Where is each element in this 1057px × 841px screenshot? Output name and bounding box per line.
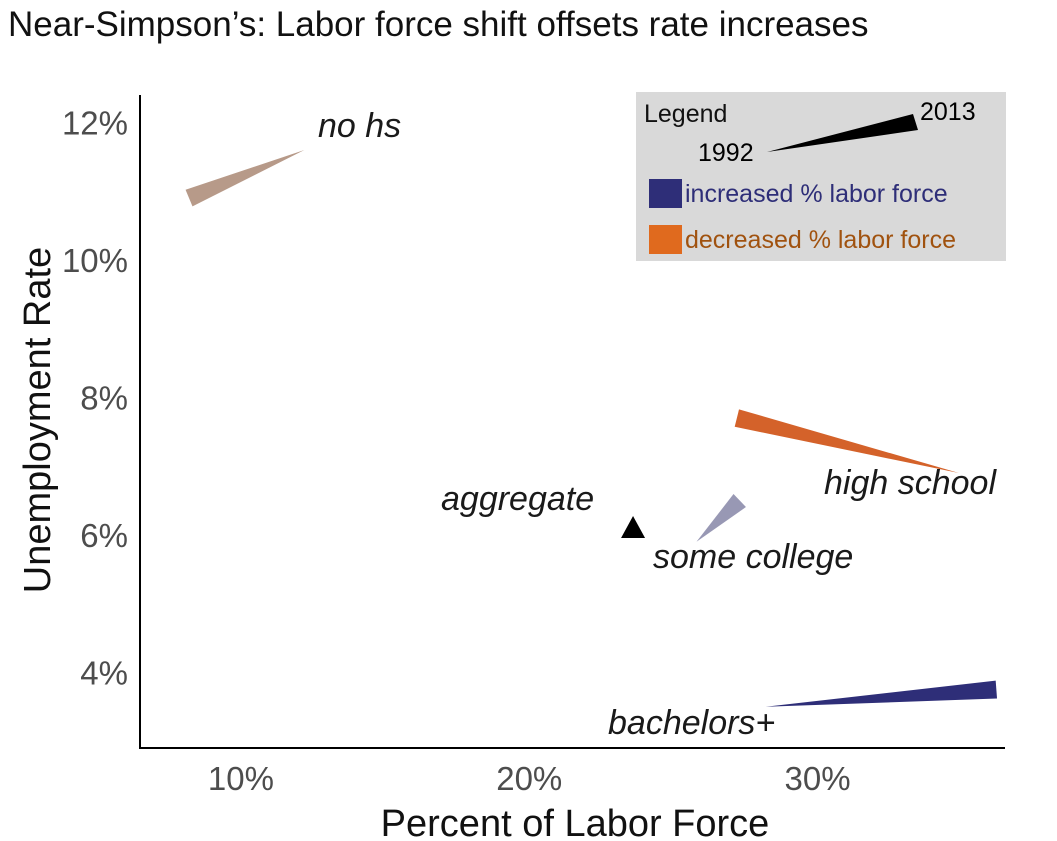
x-tick-label: 10% (208, 760, 274, 797)
x-tick-labels: 10% 20% 30% (208, 760, 851, 797)
y-tick-label: 4% (80, 654, 128, 691)
legend-title: Legend (644, 100, 727, 128)
legend-label-increased: increased % labor force (685, 180, 948, 208)
legend-background (636, 92, 1006, 261)
legend-key-wedge (767, 114, 918, 152)
y-tick-label: 6% (80, 517, 128, 554)
wedge-some-college (696, 494, 746, 542)
wedge-high-school (734, 409, 959, 474)
y-tick-label: 10% (62, 242, 128, 279)
axes (139, 95, 1005, 749)
x-tick-label: 20% (496, 760, 562, 797)
legend-swatch-increased (649, 179, 682, 208)
series-label-aggregate: aggregate (441, 480, 594, 518)
series-label-high-school: high school (824, 464, 997, 502)
x-tick-label: 30% (785, 760, 851, 797)
legend-swatch-decreased (649, 225, 682, 254)
series-label-bachelors: bachelors+ (608, 704, 775, 742)
data-marks (185, 149, 998, 707)
series-label-some-college: some college (653, 538, 853, 576)
chart-title: Near-Simpson’s: Labor force shift offset… (8, 5, 869, 44)
wedge-no-hs (185, 149, 305, 207)
aggregate-marker (621, 516, 646, 539)
wedge-bachelors (765, 680, 998, 707)
y-tick-label: 8% (80, 379, 128, 416)
legend: Legend 2013 1992 increased % labor force… (636, 92, 1006, 261)
legend-start-year: 1992 (698, 139, 754, 167)
series-label-no-hs: no hs (318, 107, 401, 145)
x-axis-label: Percent of Labor Force (381, 803, 770, 841)
legend-label-decreased: decreased % labor force (685, 226, 956, 254)
y-axis-label: Unemployment Rate (17, 247, 59, 593)
series-labels: no hs high school some college bachelors… (318, 107, 997, 742)
legend-end-year: 2013 (920, 98, 976, 126)
y-tick-label: 12% (62, 104, 128, 141)
y-tick-labels: 4% 6% 8% 10% 12% (62, 104, 128, 691)
